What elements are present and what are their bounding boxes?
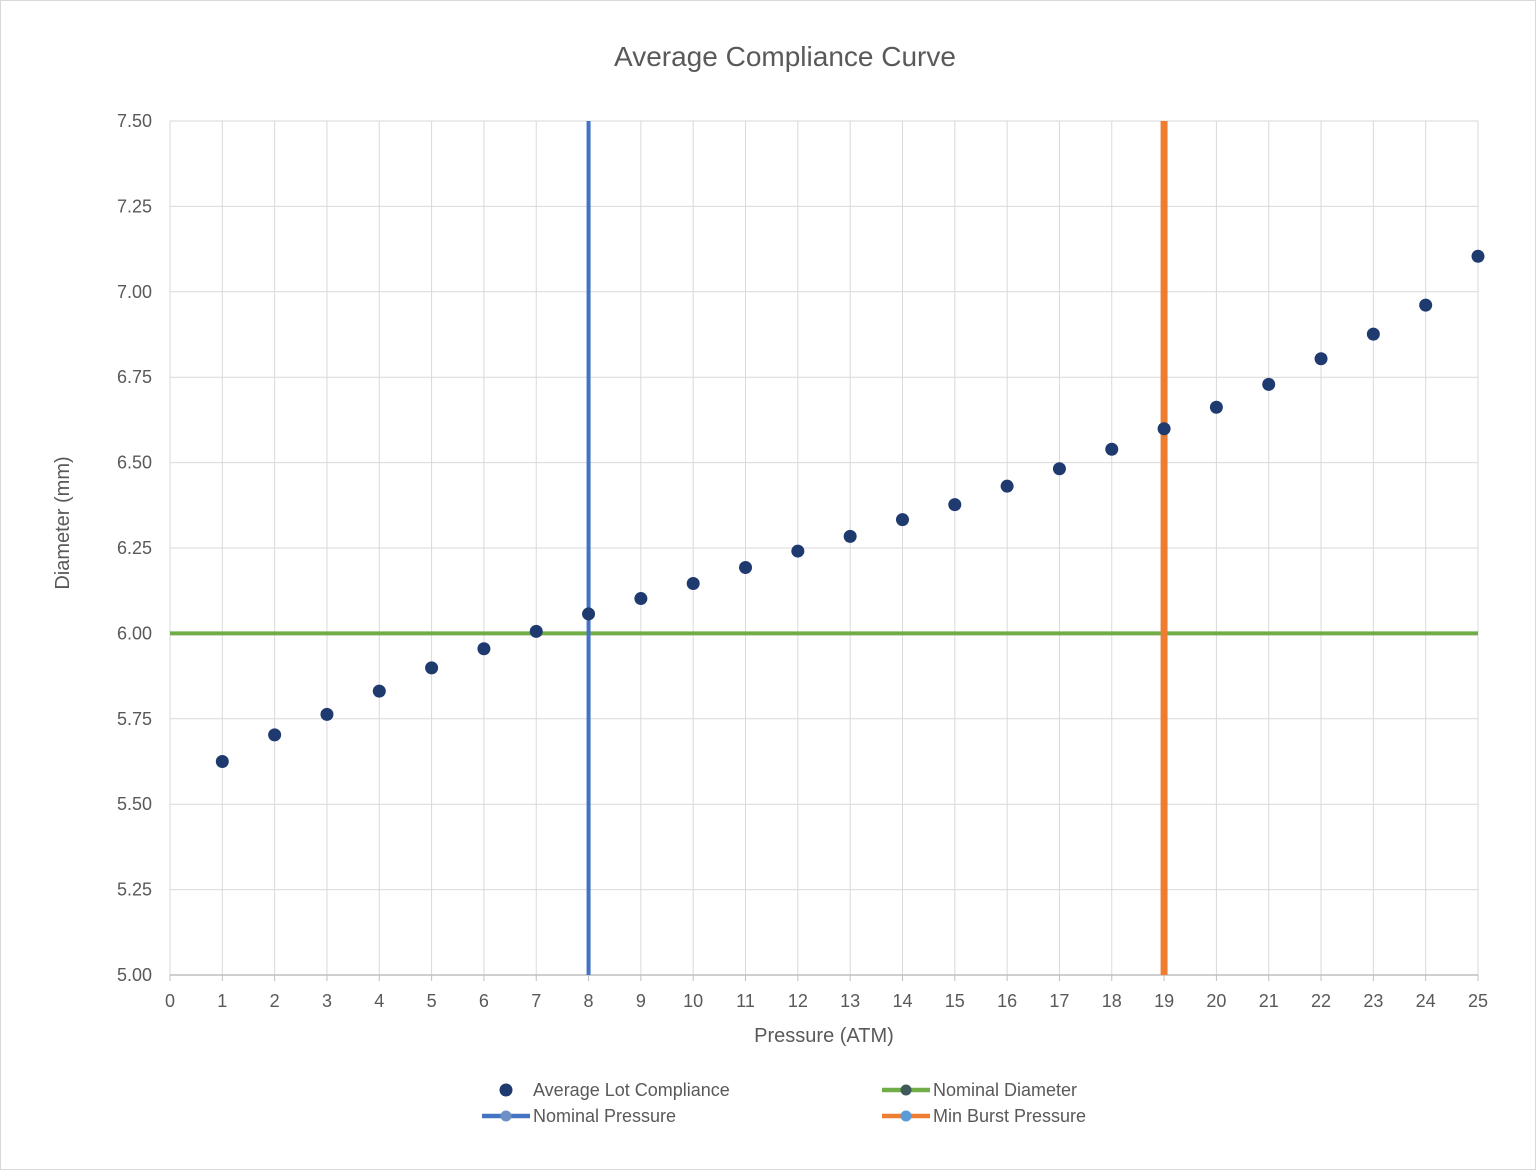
- y-tick-label: 6.50: [117, 453, 152, 473]
- x-tick-label: 22: [1311, 991, 1331, 1011]
- x-tick-label: 4: [374, 991, 384, 1011]
- data-point: [1419, 298, 1433, 312]
- x-tick-label: 16: [997, 991, 1017, 1011]
- data-point: [1471, 249, 1485, 263]
- y-tick-label: 7.50: [117, 111, 152, 131]
- data-points: [215, 249, 1485, 768]
- data-point: [1000, 479, 1014, 493]
- x-tick-label: 18: [1102, 991, 1122, 1011]
- data-point: [843, 529, 857, 543]
- y-tick-label: 5.00: [117, 965, 152, 985]
- legend: Average Lot Compliance Nominal Diameter No…: [482, 1080, 1086, 1126]
- data-point: [1262, 377, 1276, 391]
- data-point: [739, 560, 753, 574]
- data-point: [268, 728, 282, 742]
- legend-label: Min Burst Pressure: [933, 1106, 1086, 1126]
- data-point: [1366, 327, 1380, 341]
- x-tick-label: 15: [945, 991, 965, 1011]
- data-point: [372, 684, 386, 698]
- y-tick-label: 5.50: [117, 794, 152, 814]
- data-point: [320, 707, 334, 721]
- x-tick-label: 19: [1154, 991, 1174, 1011]
- y-tick-label: 5.25: [117, 880, 152, 900]
- data-point: [895, 513, 909, 527]
- data-point: [529, 624, 543, 638]
- chart-title: Average Compliance Curve: [614, 41, 956, 72]
- x-axis-ticks: 0 1 2 3 4 5 6 7 8 9 10 11 12 13 14 15 16 17 18 19 20 21 22 23 24…: [165, 975, 1488, 1011]
- data-point: [791, 544, 805, 558]
- x-tick-label: 11: [736, 991, 755, 1011]
- legend-label: Average Lot Compliance: [533, 1080, 730, 1100]
- data-point: [1157, 422, 1171, 436]
- data-point: [1209, 400, 1223, 414]
- x-tick-label: 20: [1206, 991, 1226, 1011]
- x-tick-label: 21: [1259, 991, 1279, 1011]
- y-tick-label: 5.75: [117, 709, 152, 729]
- x-axis-title: Pressure (ATM): [754, 1025, 894, 1047]
- reference-lines: [170, 121, 1478, 975]
- x-tick-label: 14: [892, 991, 912, 1011]
- data-point: [582, 607, 596, 621]
- y-axis-ticks: 5.00 5.25 5.50 5.75 6.00 6.25 6.50 6.75 7.00 7.25…: [117, 111, 152, 985]
- y-axis-title: Diameter (mm): [52, 456, 74, 589]
- y-tick-label: 6.25: [117, 538, 152, 558]
- grid: [169, 120, 1479, 976]
- y-tick-label: 6.00: [117, 623, 152, 643]
- x-tick-label: 8: [584, 991, 594, 1011]
- x-tick-label: 9: [636, 991, 646, 1011]
- y-tick-label: 7.00: [117, 282, 152, 302]
- data-point: [477, 642, 491, 656]
- data-point: [1105, 442, 1119, 456]
- x-tick-label: 13: [840, 991, 860, 1011]
- data-point: [634, 592, 648, 606]
- x-tick-label: 1: [217, 991, 227, 1011]
- x-tick-label: 24: [1416, 991, 1436, 1011]
- data-point: [948, 498, 962, 512]
- data-point: [215, 755, 229, 768]
- data-point: [1314, 352, 1328, 366]
- legend-line-marker: [900, 1110, 912, 1122]
- x-tick-label: 25: [1468, 991, 1488, 1011]
- legend-line-marker: [900, 1084, 912, 1096]
- x-tick-label: 17: [1049, 991, 1069, 1011]
- x-tick-label: 6: [479, 991, 489, 1011]
- data-point: [686, 577, 700, 591]
- legend-label: Nominal Pressure: [533, 1106, 676, 1126]
- x-tick-label: 2: [270, 991, 280, 1011]
- data-point: [425, 661, 439, 675]
- y-tick-label: 7.25: [117, 196, 152, 216]
- x-tick-label: 10: [683, 991, 703, 1011]
- data-point: [1052, 462, 1066, 476]
- x-tick-label: 12: [788, 991, 808, 1011]
- x-tick-label: 5: [427, 991, 437, 1011]
- legend-line-marker: [500, 1110, 512, 1122]
- y-tick-label: 6.75: [117, 367, 152, 387]
- x-tick-label: 7: [531, 991, 541, 1011]
- x-tick-label: 3: [322, 991, 332, 1011]
- legend-label: Nominal Diameter: [933, 1080, 1077, 1100]
- legend-marker: [499, 1083, 513, 1097]
- x-tick-label: 0: [165, 991, 175, 1011]
- x-tick-label: 23: [1363, 991, 1383, 1011]
